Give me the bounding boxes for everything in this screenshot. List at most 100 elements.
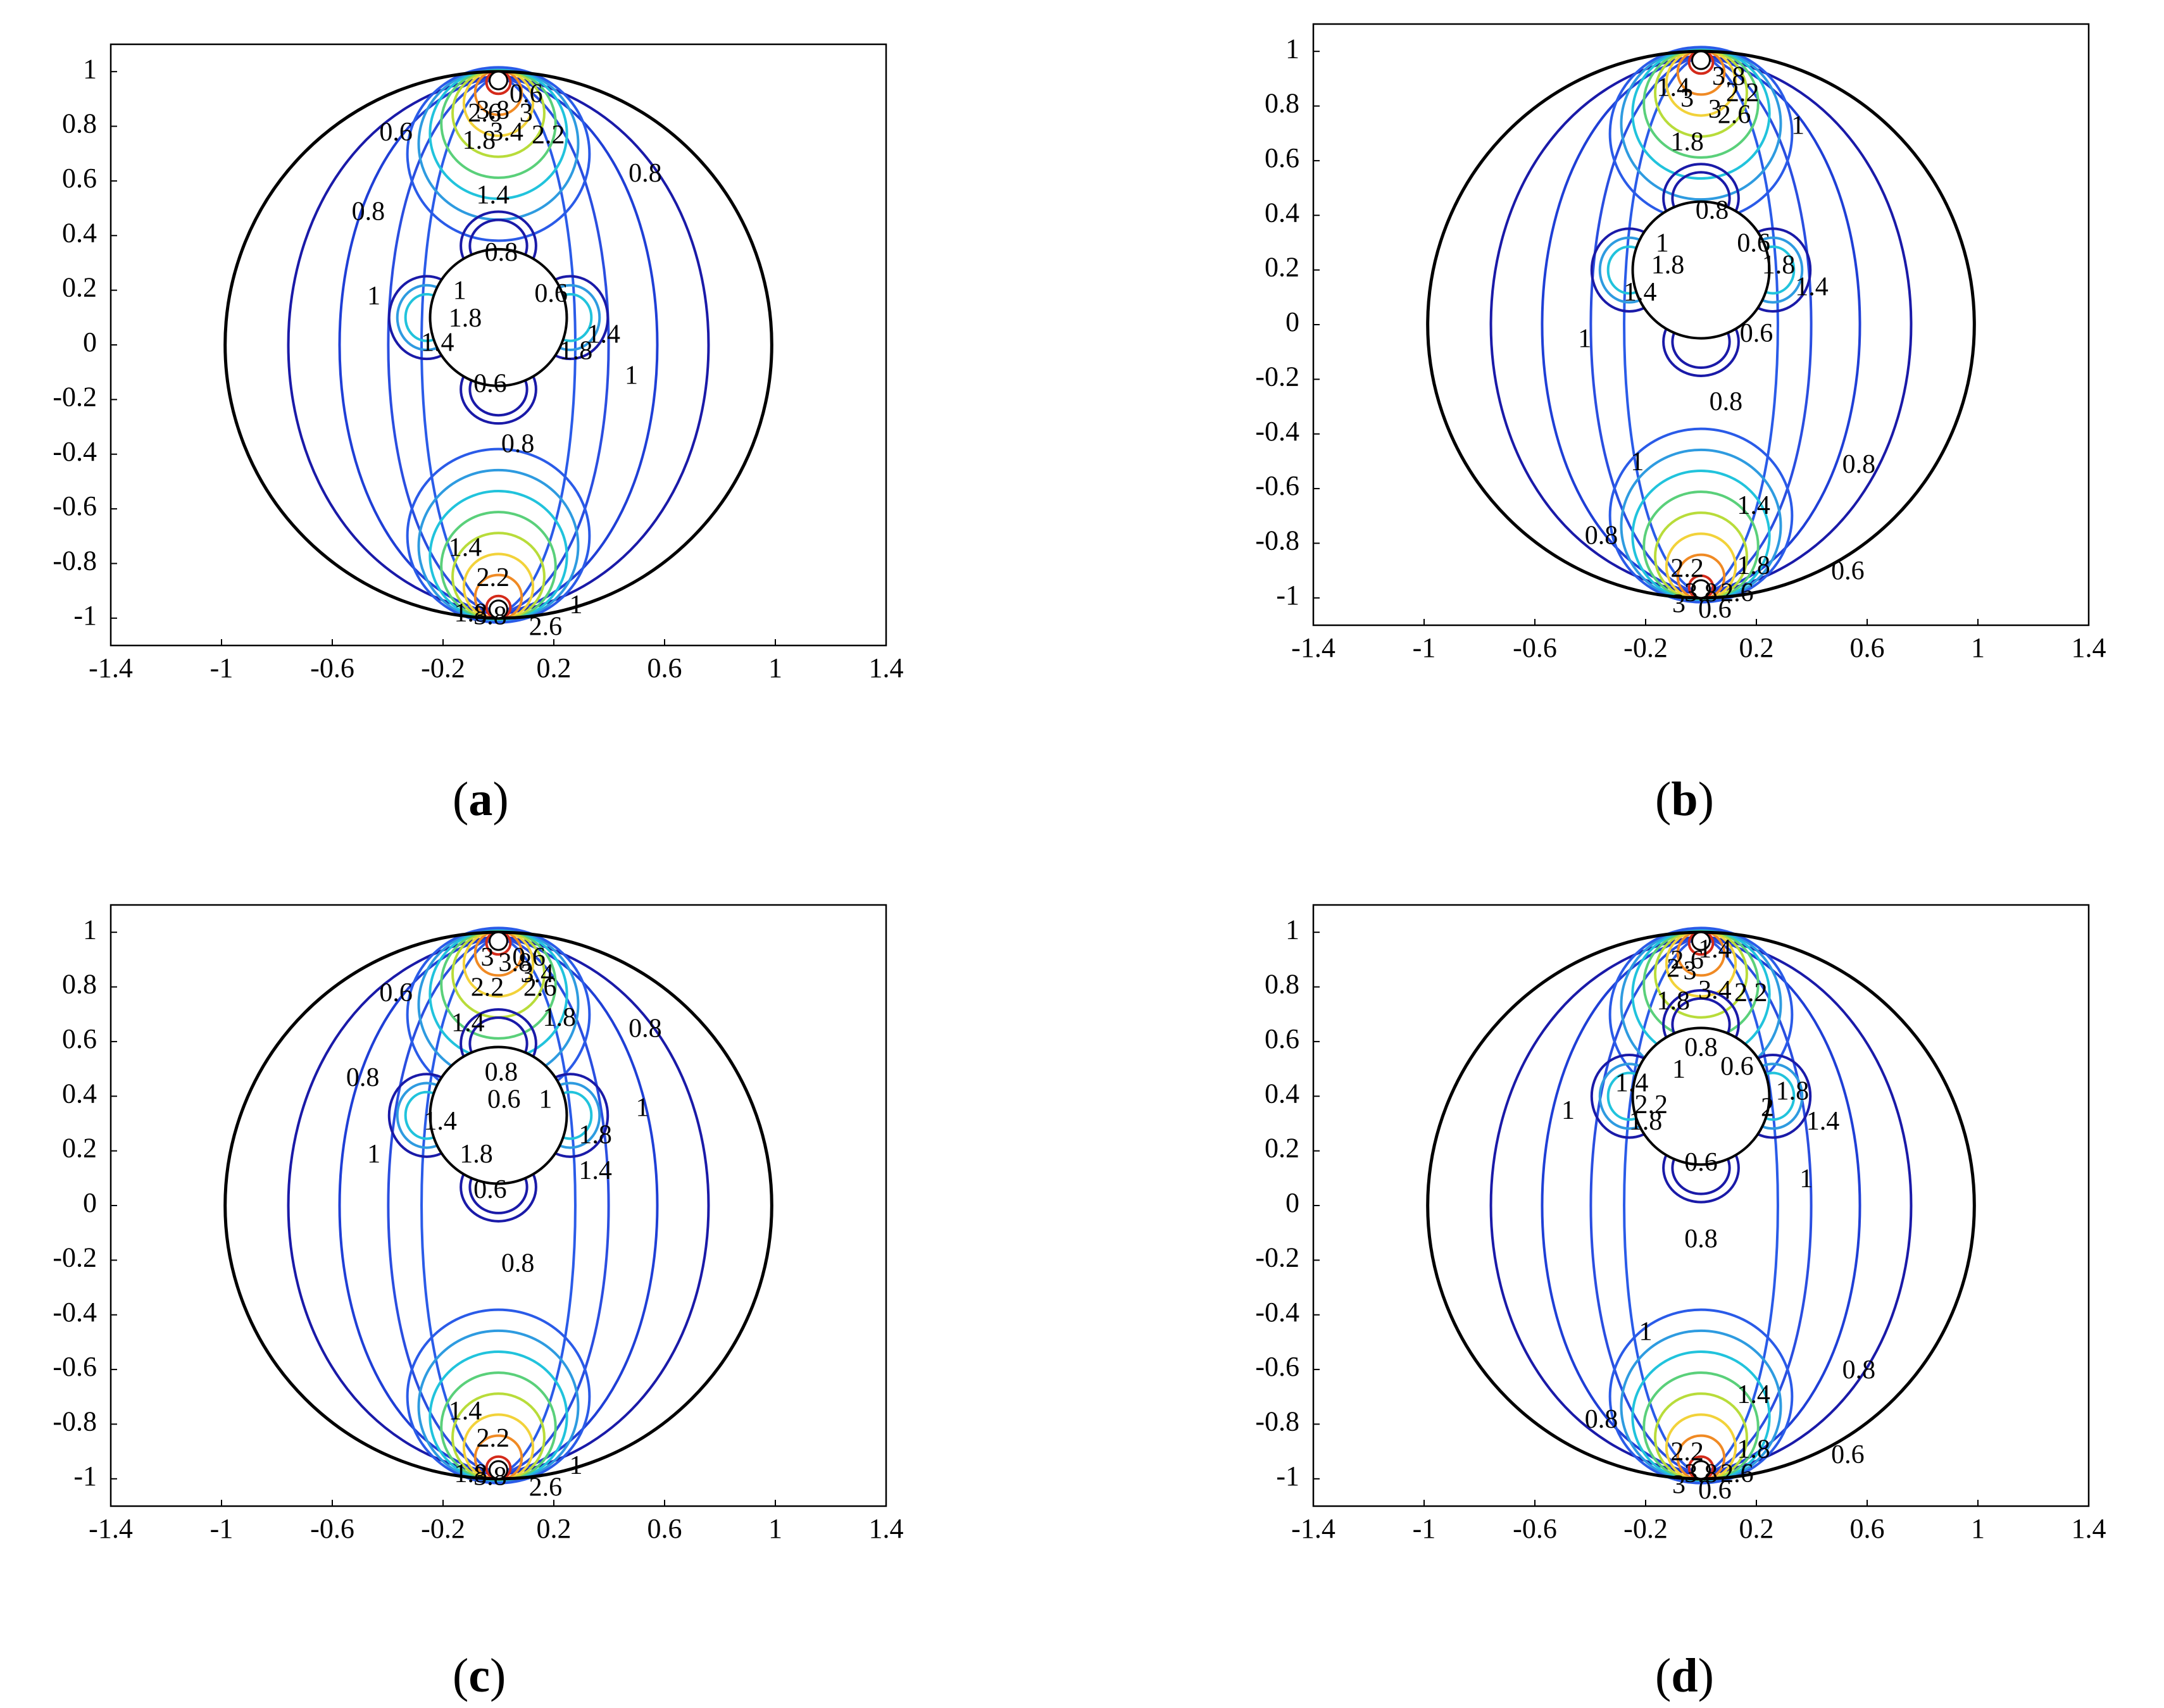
contour-label: 1 [1639,1318,1653,1347]
contour-label: 1.4 [1615,1069,1649,1098]
contour-label: 3.8 [473,1462,507,1491]
source-contour [1620,46,1782,201]
contour-label: 3 [1680,84,1694,113]
y-tick-label: -0.8 [1255,1406,1299,1437]
envelope-contour [1489,935,1913,1476]
x-tick-label: -0.6 [1513,1513,1557,1544]
contour-label: 1.4 [1795,273,1829,302]
envelope-contour [287,74,710,616]
y-tick-label: 0.6 [62,1023,97,1054]
contour-label: 1 [1672,1055,1686,1084]
y-tick-label: 0 [1285,306,1299,337]
bottom-source [489,599,508,620]
y-tick-label: 0.8 [1265,88,1299,119]
contour-label: 1.8 [1776,1077,1810,1106]
envelope-contour [387,935,610,1476]
contour-label: 1.4 [449,1397,482,1426]
top-source [489,70,508,90]
contour-label: 3.8 [473,601,507,630]
y-tick-label: -0.8 [1255,525,1299,556]
x-tick-label: 0.2 [1739,1513,1774,1544]
envelope-contour [1541,54,1861,595]
contour-label: 2.6 [1718,100,1751,129]
x-tick-label: -1 [1413,632,1436,663]
y-axis: 1 0.8 0.6 0.4 0.2 0 -0.2 -0.4 -0.6 -0.8 -1 [53,914,117,1492]
contour-label: 1.8 [460,1140,493,1169]
contour-label: 3.8 [1712,62,1746,91]
contour-label: 2.6 [1720,1459,1754,1488]
x-tick-label: -1 [1413,1513,1436,1544]
y-tick-label: 1 [1285,914,1299,945]
y-tick-label: 0.6 [62,163,97,194]
contour-label: 1.8 [1657,987,1691,1016]
bottom-source [1691,579,1711,599]
inner-cylinder [1631,200,1771,340]
y-tick-label: -1 [73,1461,97,1492]
envelope-contour [420,74,577,616]
contour-label: 0.8 [1585,1405,1618,1434]
y-tick-label: 0.8 [62,108,97,139]
y-tick-label: 0.4 [1265,197,1299,228]
contour-label: 1 [367,282,380,311]
contour-label: 1.8 [1737,1435,1770,1464]
contour-label: 0.8 [352,197,385,226]
x-tick-label: -0.6 [310,1513,354,1544]
contour-label: 2.2 [1670,554,1704,583]
source-contour [417,468,580,623]
contour-label: 1 [539,1085,552,1114]
contour-label: 1.4 [477,180,510,209]
bottom-source [489,1460,508,1480]
contour-label: 0.6 [1684,1148,1718,1177]
contour-label: 2.6 [523,973,557,1002]
x-tick-label: -0.2 [421,1513,465,1544]
caption-d: (d) [1655,1649,1714,1702]
x-tick-label: 0.2 [537,1513,572,1544]
contour-label: 0.6 [473,369,507,398]
contour-label: 1 [1578,325,1591,354]
envelope-contour [1589,54,1813,595]
source-contour [406,447,591,624]
contour-label: 0.6 [1831,1440,1865,1469]
source-contour [1608,1308,1794,1485]
y-tick-label: 0 [83,327,97,358]
contour-label: 0.6 [487,1085,521,1114]
contour-label: 1 [1656,228,1669,258]
y-tick-label: 0.2 [62,272,97,303]
contour-label: 1.4 [1806,1107,1840,1136]
contour-label: 0.8 [1710,387,1743,416]
y-tick-label: -0.8 [53,545,97,577]
contour-label: 0.8 [1842,450,1876,479]
inner-cylinder [428,247,568,387]
source-contour [406,66,591,242]
contour-label: 1 [636,1094,649,1123]
y-tick-label: 0.6 [1265,1023,1299,1054]
contour-label: 1 [1799,1164,1813,1194]
contour-label: 1.8 [560,337,593,366]
envelope-contour [287,935,710,1476]
contour-label: 1.4 [1657,73,1691,102]
contour-label: 0.6 [1740,319,1773,348]
envelope-contour [1623,54,1779,595]
y-tick-label: 0.6 [1265,142,1299,173]
panel-b: 1.43 33.82.22.6 11.80.80.611.81.41.81.41 0.… [1255,23,2106,663]
x-tick-label: 1 [1971,1513,1985,1544]
x-tick-label: 1.4 [2072,1513,2106,1544]
contour-label: 0.6 [510,80,543,109]
contour-label: 2 [1667,954,1680,983]
x-tick-label: 0.6 [1850,1513,1885,1544]
x-tick-label: -1 [210,1513,234,1544]
contour-label: 1 [367,1140,380,1169]
contour-label: 2.2 [477,563,510,592]
y-tick-label: -0.2 [53,1242,97,1273]
bottom-source [1691,1460,1711,1480]
x-tick-label: 0.6 [647,1513,682,1544]
contour-label: 1.4 [1737,1380,1770,1409]
top-source [489,931,508,951]
contour-labels: 0.60.811.41.8 2.23.42.63.8 30.60.80.80.611… [352,80,662,642]
contour-label: 2.6 [468,99,501,128]
source-contour [417,1329,580,1484]
y-tick-label: -1 [1276,580,1299,611]
envelope-contour [1623,935,1779,1476]
x-tick-label: 0.6 [647,652,682,683]
contour-label: 1.4 [1737,491,1770,520]
